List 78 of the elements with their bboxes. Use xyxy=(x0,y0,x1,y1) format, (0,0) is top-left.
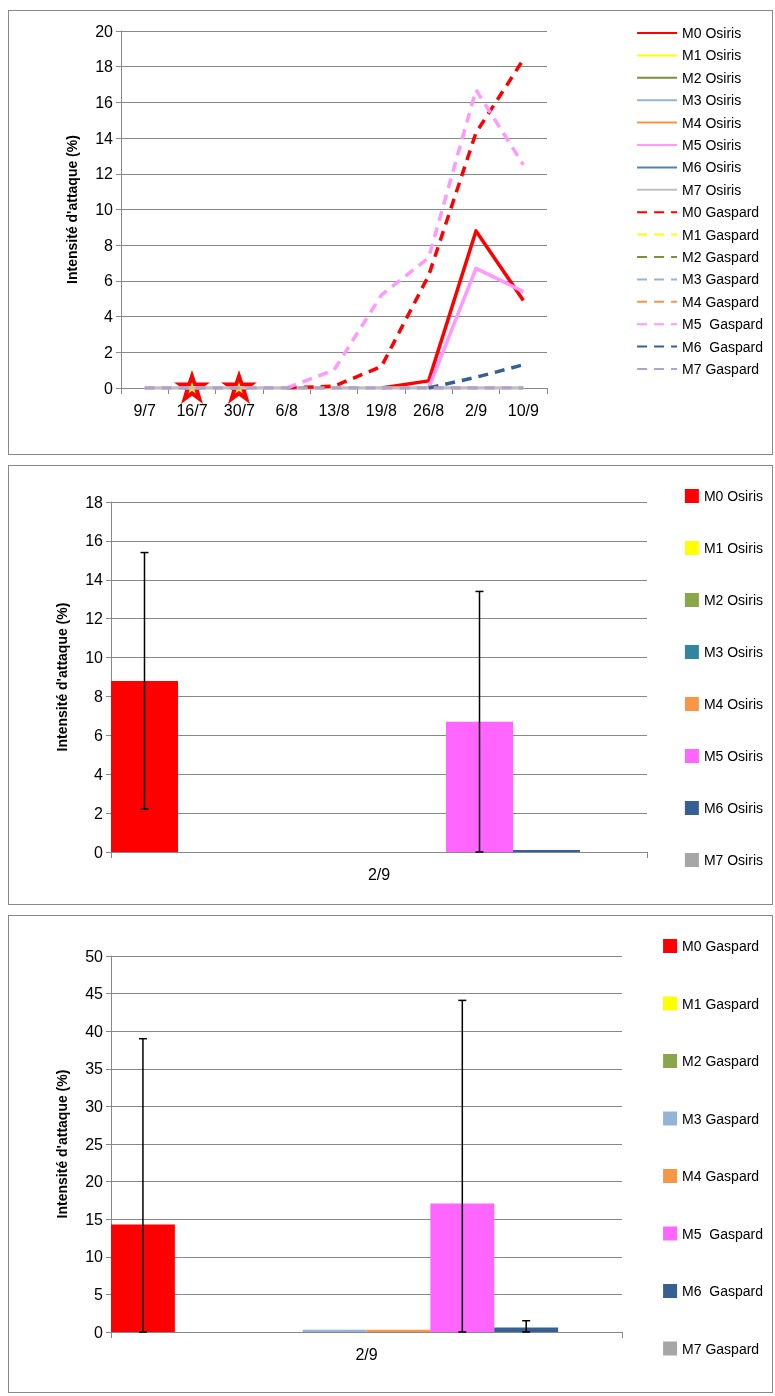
legend-label: M7 Gaspard xyxy=(682,361,760,377)
legend-label: M0 Osiris xyxy=(682,25,742,41)
legend-label: M0 Gaspard xyxy=(682,938,760,954)
x-tick-label: 2/9 xyxy=(464,401,488,419)
y-tick-label: 4 xyxy=(94,765,104,783)
y-tick-label: 30 xyxy=(85,1097,104,1115)
legend-label: M1 Osiris xyxy=(703,540,764,556)
y-tick-label: 15 xyxy=(85,1210,104,1228)
legend-label: M6 Gaspard xyxy=(682,1283,764,1299)
y-tick-label: 14 xyxy=(85,571,104,589)
x-tick-label: 30/7 xyxy=(223,401,256,419)
y-tick-label: 8 xyxy=(94,687,104,705)
y-tick-label: 0 xyxy=(104,379,114,397)
y-tick-label: 18 xyxy=(85,493,104,511)
legend-label: M6 Osiris xyxy=(682,159,742,176)
y-tick-label: 5 xyxy=(94,1285,104,1303)
legend-label: M5 Gaspard xyxy=(682,316,764,333)
x-tick-label: 6/8 xyxy=(275,401,298,419)
y-tick-label: 4 xyxy=(104,308,114,326)
y-axis-title: Intensité d'attaque (%) xyxy=(54,602,70,752)
y-tick-label: 16 xyxy=(85,532,104,550)
y-tick-label: 40 xyxy=(85,1022,104,1040)
x-tick-label: 2/9 xyxy=(355,1345,378,1363)
y-tick-label: 6 xyxy=(94,726,104,744)
y-tick-label: 6 xyxy=(104,272,114,290)
legend-label: M4 Gaspard xyxy=(682,1168,760,1184)
y-tick-label: 14 xyxy=(95,129,114,147)
y-tick-label: 12 xyxy=(85,610,104,628)
y-tick-label: 45 xyxy=(85,985,104,1003)
x-tick-label: 26/8 xyxy=(413,401,445,419)
y-tick-label: 16 xyxy=(95,93,114,111)
legend-label: M2 Gaspard xyxy=(682,1053,760,1069)
y-tick-label: 20 xyxy=(95,22,114,40)
x-tick-label: 9/7 xyxy=(133,401,156,419)
y-tick-label: 18 xyxy=(95,58,114,76)
legend-label: M1 Gaspard xyxy=(682,995,760,1012)
legend-label: M1 Gaspard xyxy=(682,226,760,243)
y-tick-label: 12 xyxy=(95,165,114,183)
legend-label: M7 Gaspard xyxy=(682,1340,760,1357)
y-tick-label: 0 xyxy=(94,1323,104,1341)
y-tick-label: 8 xyxy=(104,236,114,254)
legend-label: M7 Osiris xyxy=(703,852,764,868)
legend-label: M3 Gaspard xyxy=(682,271,760,288)
legend-label: M0 Gaspard xyxy=(682,204,760,221)
x-tick-label: 16/7 xyxy=(176,401,208,419)
y-tick-label: 35 xyxy=(85,1060,104,1078)
legend-label: M3 Osiris xyxy=(682,92,742,109)
legend-label: M2 Osiris xyxy=(703,592,764,608)
y-tick-label: 10 xyxy=(95,201,114,218)
legend-label: M4 Gaspard xyxy=(682,293,760,310)
legend-label: M3 Gaspard xyxy=(682,1110,760,1127)
x-tick-label: 10/9 xyxy=(507,401,540,419)
legend-label: M3 Osiris xyxy=(703,644,764,660)
y-tick-label: 10 xyxy=(85,1248,104,1266)
y-tick-label: 2 xyxy=(94,804,104,822)
legend-label: M1 Osiris xyxy=(682,47,742,64)
y-tick-label: 20 xyxy=(85,1173,104,1191)
legend-label: M4 Osiris xyxy=(703,696,764,712)
y-tick-label: 0 xyxy=(94,843,104,861)
y-tick-label: 10 xyxy=(85,649,104,667)
legend-label: M2 Gaspard xyxy=(682,249,760,265)
legend-label: M6 Osiris xyxy=(703,800,764,816)
legend-label: M5 Osiris xyxy=(682,137,742,153)
legend-label: M5 Osiris xyxy=(703,748,764,764)
legend-label: M7 Osiris xyxy=(682,181,742,198)
legend-label: M2 Osiris xyxy=(682,69,742,86)
y-axis-title: Intensité d'attaque (%) xyxy=(54,1069,70,1219)
y-tick-label: 25 xyxy=(85,1135,104,1153)
y-tick-label: 2 xyxy=(104,343,114,361)
legend-label: M0 Osiris xyxy=(703,488,764,504)
x-tick-label: 2/9 xyxy=(367,865,391,883)
legend-label: M6 Gaspard xyxy=(682,338,764,355)
y-axis-title: Intensité d'attaque (%) xyxy=(64,135,80,284)
legend-label: M5 Gaspard xyxy=(682,1225,764,1242)
x-tick-label: 19/8 xyxy=(365,401,398,419)
legend-label: M4 Osiris xyxy=(682,114,742,131)
y-tick-label: 50 xyxy=(85,947,104,965)
x-tick-label: 13/8 xyxy=(318,401,350,419)
